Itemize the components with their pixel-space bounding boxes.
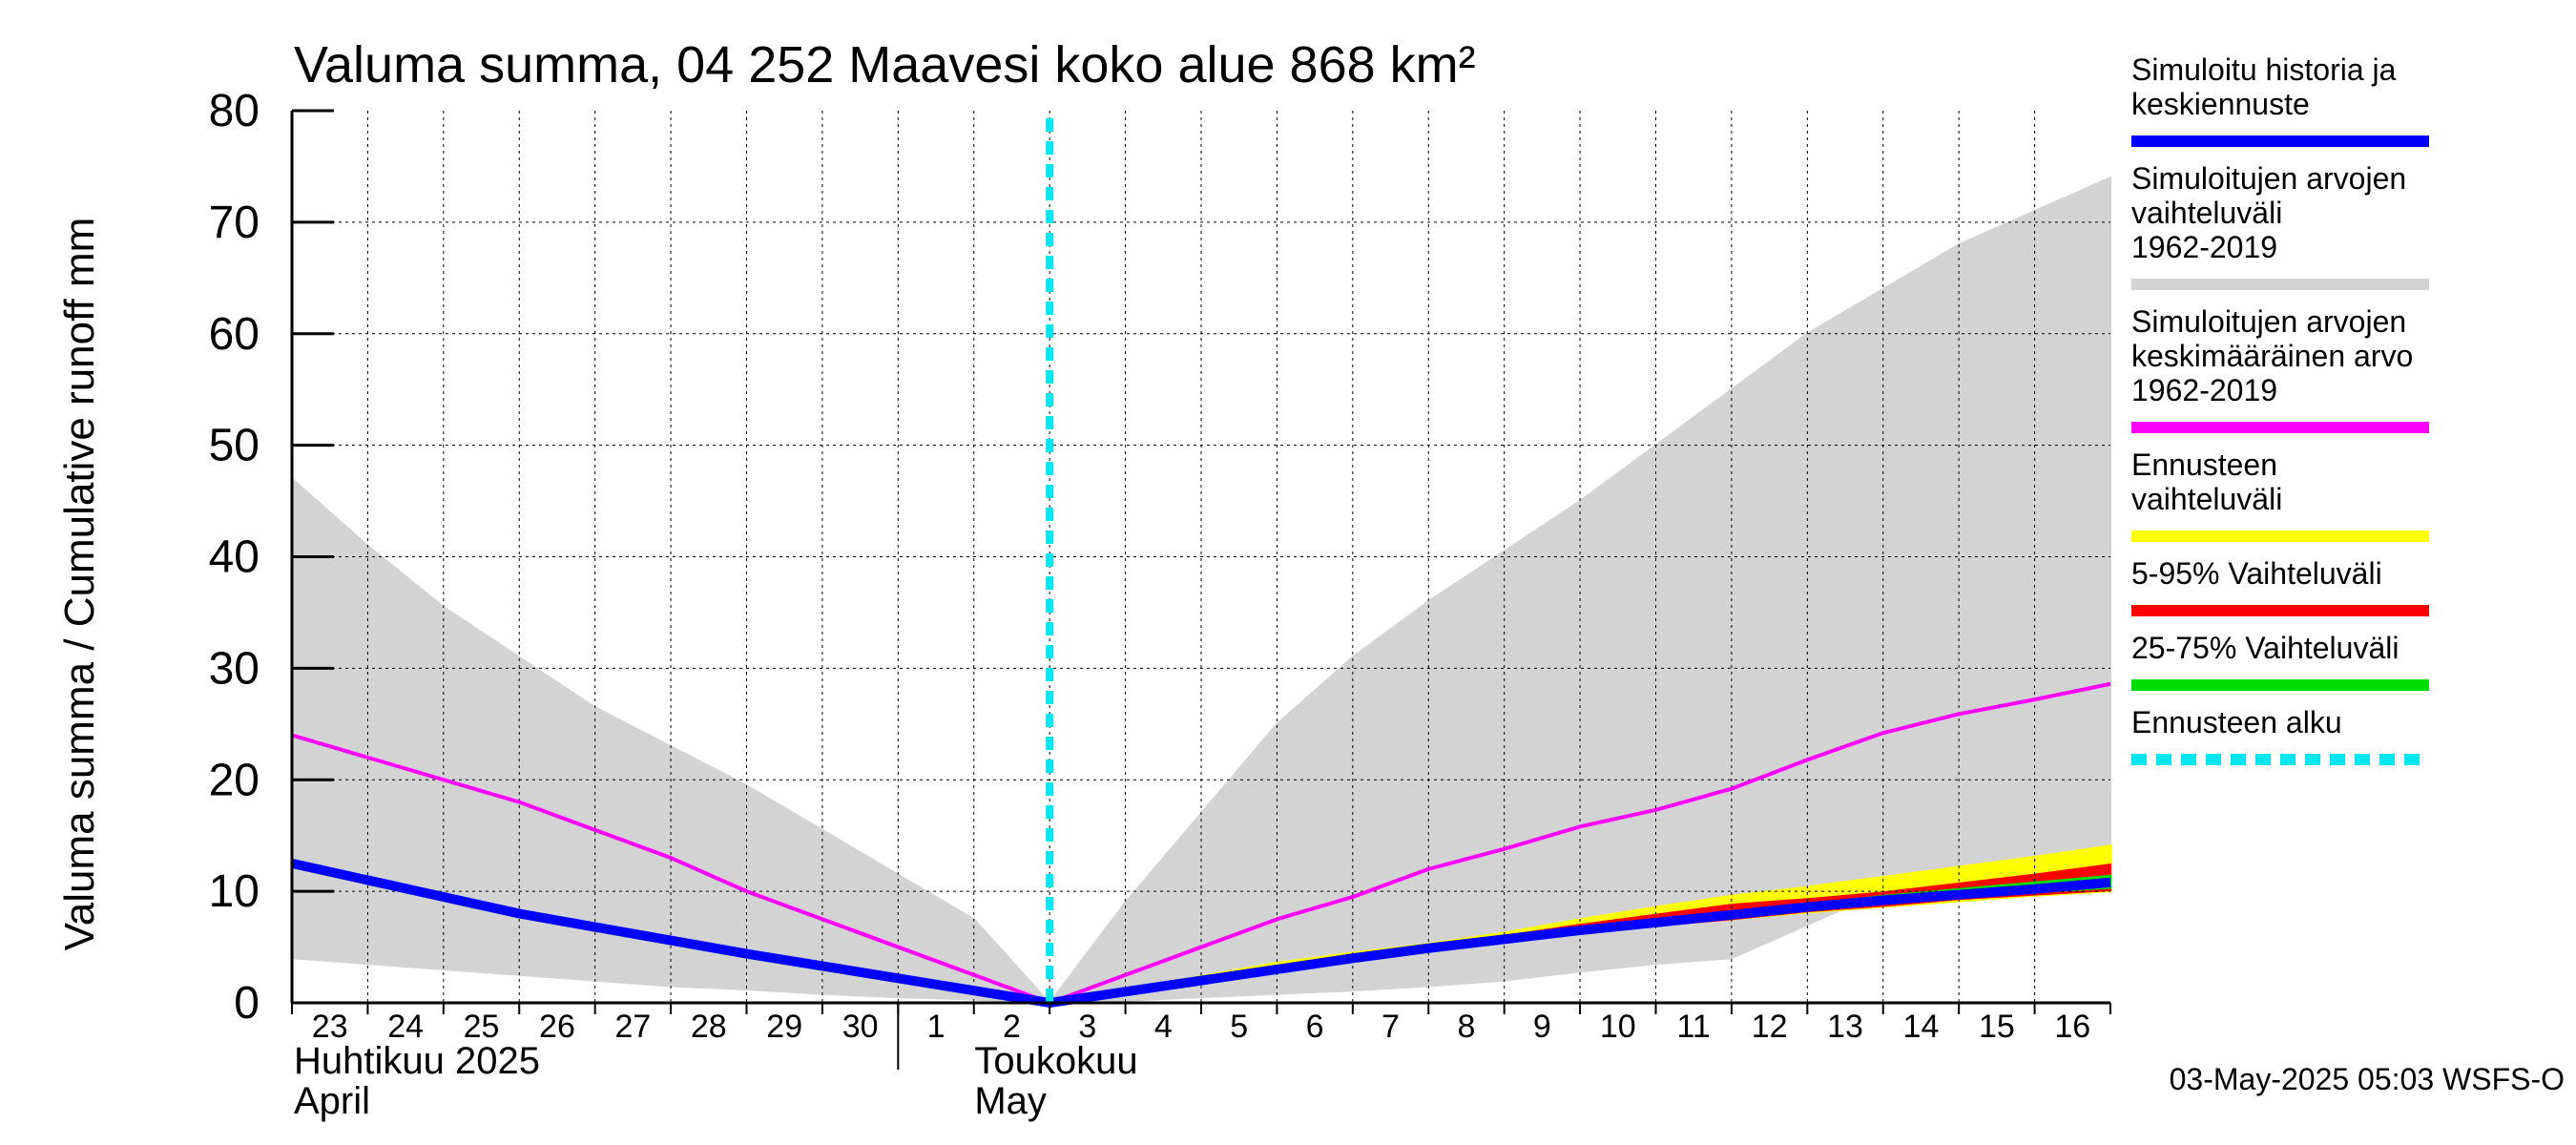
timestamp: 03-May-2025 05:03 WSFS-O [2170, 1062, 2565, 1096]
y-tick-label: 20 [209, 755, 260, 805]
x-day-label: 26 [539, 1009, 575, 1045]
line-layer [290, 118, 2111, 1008]
y-axis-label: Valuma summa / Cumulative runoff mm [56, 218, 103, 951]
x-day-label: 7 [1381, 1009, 1400, 1045]
x-day-label: 1 [927, 1009, 945, 1045]
legend-label-1: Simuloitujen arvojen vaihteluväli 1962-201… [2131, 161, 2406, 264]
x-day-label: 23 [312, 1009, 348, 1045]
x-day-label: 29 [766, 1009, 802, 1045]
x-day-label: 10 [1600, 1009, 1636, 1045]
legend-label-2: Simuloitujen arvojen keskimääräinen arvo 1… [2131, 304, 2413, 407]
x-day-label: 27 [614, 1009, 651, 1045]
x-day-label: 15 [1979, 1009, 2015, 1045]
legend: Simuloitu historia ja keskiennuste Simuloi… [2131, 52, 2429, 765]
x-day-label: 30 [842, 1009, 879, 1045]
month-label-en: April [294, 1080, 370, 1122]
legend-label-4: 5-95% Vaihteluväli [2131, 556, 2382, 591]
legend-label-5: 25-75% Vaihteluväli [2131, 631, 2399, 665]
y-tick-label: 30 [209, 643, 260, 694]
x-day-label: 24 [387, 1009, 424, 1045]
x-day-label: 28 [691, 1009, 727, 1045]
line-series-5 [290, 859, 2111, 1008]
x-day-label: 8 [1457, 1009, 1475, 1045]
y-tick-label: 10 [209, 866, 260, 917]
chart-title: Valuma summa, 04 252 Maavesi koko alue 8… [294, 36, 1476, 94]
y-tick-label: 60 [209, 309, 260, 360]
x-day-label: 13 [1827, 1009, 1863, 1045]
y-tick-label: 70 [209, 198, 260, 248]
x-day-label: 11 [1677, 1009, 1711, 1045]
month-label-en: May [974, 1080, 1047, 1122]
legend-label-3: Ennusteen vaihteluväli [2131, 448, 2282, 516]
x-day-label: 2 [1003, 1009, 1021, 1045]
x-day-label: 4 [1154, 1009, 1173, 1045]
month-label-fi: Toukokuu [974, 1040, 1137, 1082]
legend-label-6: Ennusteen alku [2131, 705, 2342, 739]
x-day-label: 5 [1230, 1009, 1248, 1045]
grid-layer [292, 111, 2110, 1003]
y-tick-label: 50 [209, 421, 260, 471]
legend-label-0: Simuloitu historia ja keskiennuste [2131, 52, 2397, 121]
y-tick-label: 80 [209, 86, 260, 136]
x-day-label: 12 [1752, 1009, 1788, 1045]
month-label-fi: Huhtikuu 2025 [294, 1040, 540, 1082]
x-day-label: 25 [464, 1009, 500, 1045]
line-series-1 [291, 681, 2111, 1005]
y-tick-label: 0 [234, 978, 260, 1029]
y-tick-label: 40 [209, 532, 260, 583]
x-day-label: 6 [1306, 1009, 1324, 1045]
x-day-label: 16 [2054, 1009, 2090, 1045]
x-day-label: 3 [1078, 1009, 1096, 1045]
x-day-label: 9 [1533, 1009, 1551, 1045]
x-day-label: 14 [1903, 1009, 1940, 1045]
